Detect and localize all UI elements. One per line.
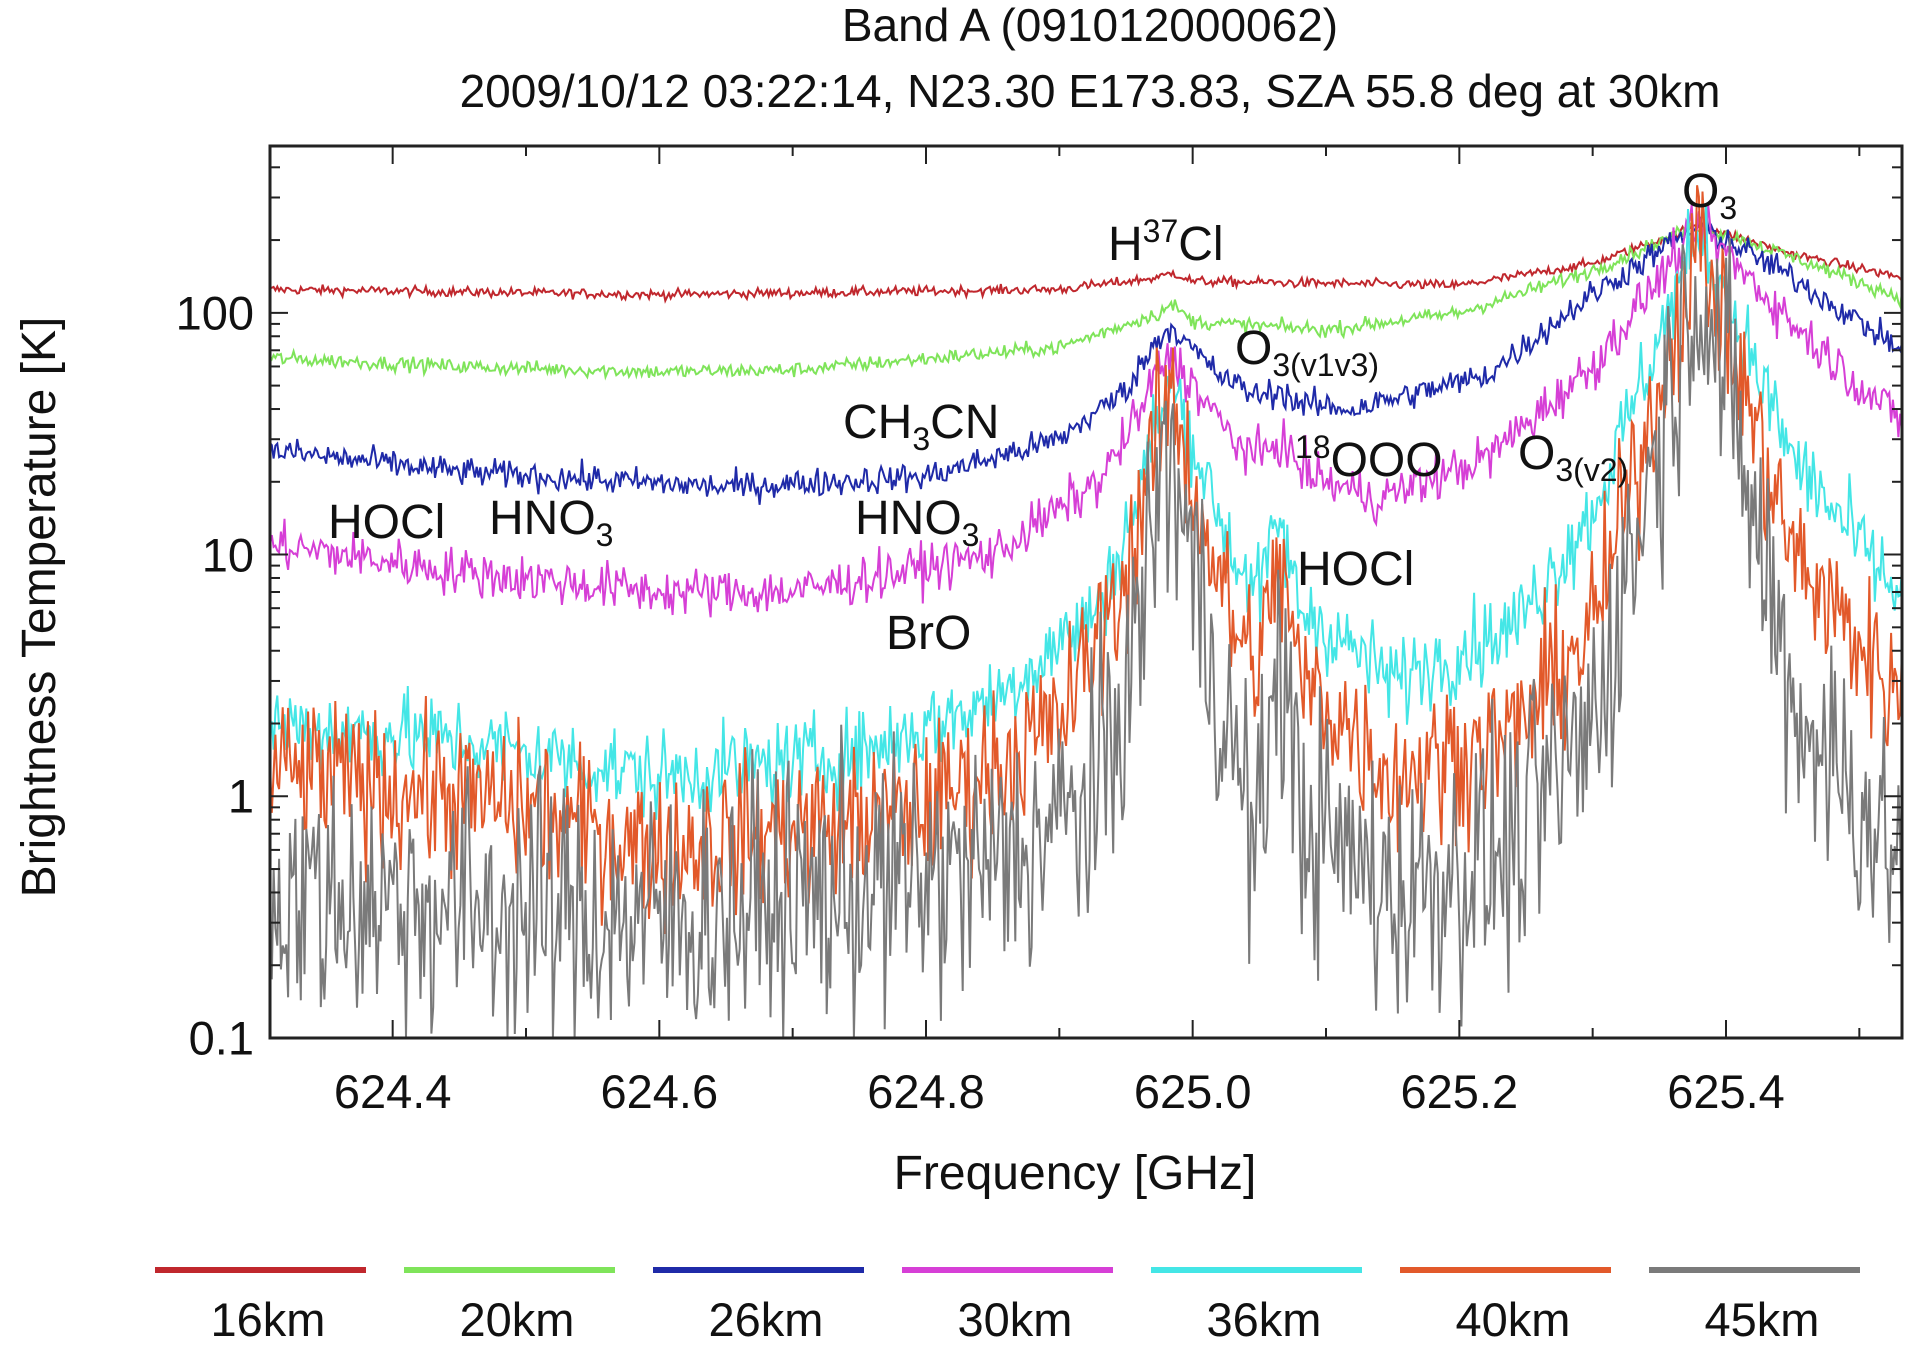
series-group (269, 185, 1903, 1039)
annotation-hno3-left: HNO3 (489, 492, 614, 553)
annotation-h37cl: H37Cl (1108, 213, 1224, 271)
annotation-hocl-right: HOCl (1297, 543, 1415, 596)
legend-label: 16km (210, 1293, 326, 1346)
legend-label: 40km (1455, 1293, 1571, 1346)
x-tick-label: 625.2 (1400, 1065, 1519, 1118)
y-tick-label: 0.1 (188, 1011, 254, 1065)
annotation-o3-v2: O3(v2) (1518, 427, 1629, 488)
annotation-ch3cn: CH3CN (843, 396, 1000, 457)
y-tick-label: 100 (175, 286, 254, 340)
annotation-bro: BrO (886, 607, 972, 660)
x-tick-label: 624.4 (333, 1065, 452, 1118)
series-line-30km (269, 202, 1903, 618)
chart-title: Band A (091012000062) (841, 0, 1339, 51)
annotation-o3-v1v3: O3(v1v3) (1235, 322, 1380, 383)
x-axis-label: Frequency [GHz] (893, 1147, 1257, 1200)
series-line-16km (269, 222, 1903, 304)
annotation-18ooo: 18OOO (1295, 429, 1443, 487)
y-tick-label: 10 (201, 528, 254, 582)
annotation-o3: O3 (1682, 165, 1738, 226)
x-tick-label: 624.8 (867, 1065, 985, 1118)
x-tick-label: 625.4 (1667, 1065, 1785, 1118)
legend-label: 30km (957, 1293, 1073, 1346)
x-tick-label: 625.0 (1133, 1065, 1252, 1118)
legend-label: 26km (708, 1293, 824, 1346)
legend-label: 45km (1704, 1293, 1820, 1346)
legend-label: 36km (1206, 1293, 1322, 1346)
series-line-20km (269, 221, 1903, 381)
x-tick-label: 624.6 (600, 1065, 719, 1118)
y-tick-label: 1 (227, 769, 254, 823)
series-line-26km (269, 213, 1903, 505)
chart-subtitle: 2009/10/12 03:22:14, N23.30 E173.83, SZA… (459, 65, 1721, 117)
plot-frame (268, 144, 1904, 1040)
y-axis-label: Brightness Temperature [K] (13, 316, 66, 898)
series-line-45km (269, 237, 1903, 1039)
legend-label: 20km (459, 1293, 575, 1346)
series-line-36km (269, 203, 1903, 820)
annotation-hno3-mid: HNO3 (855, 492, 980, 553)
annotation-hocl-left: HOCl (328, 496, 446, 549)
